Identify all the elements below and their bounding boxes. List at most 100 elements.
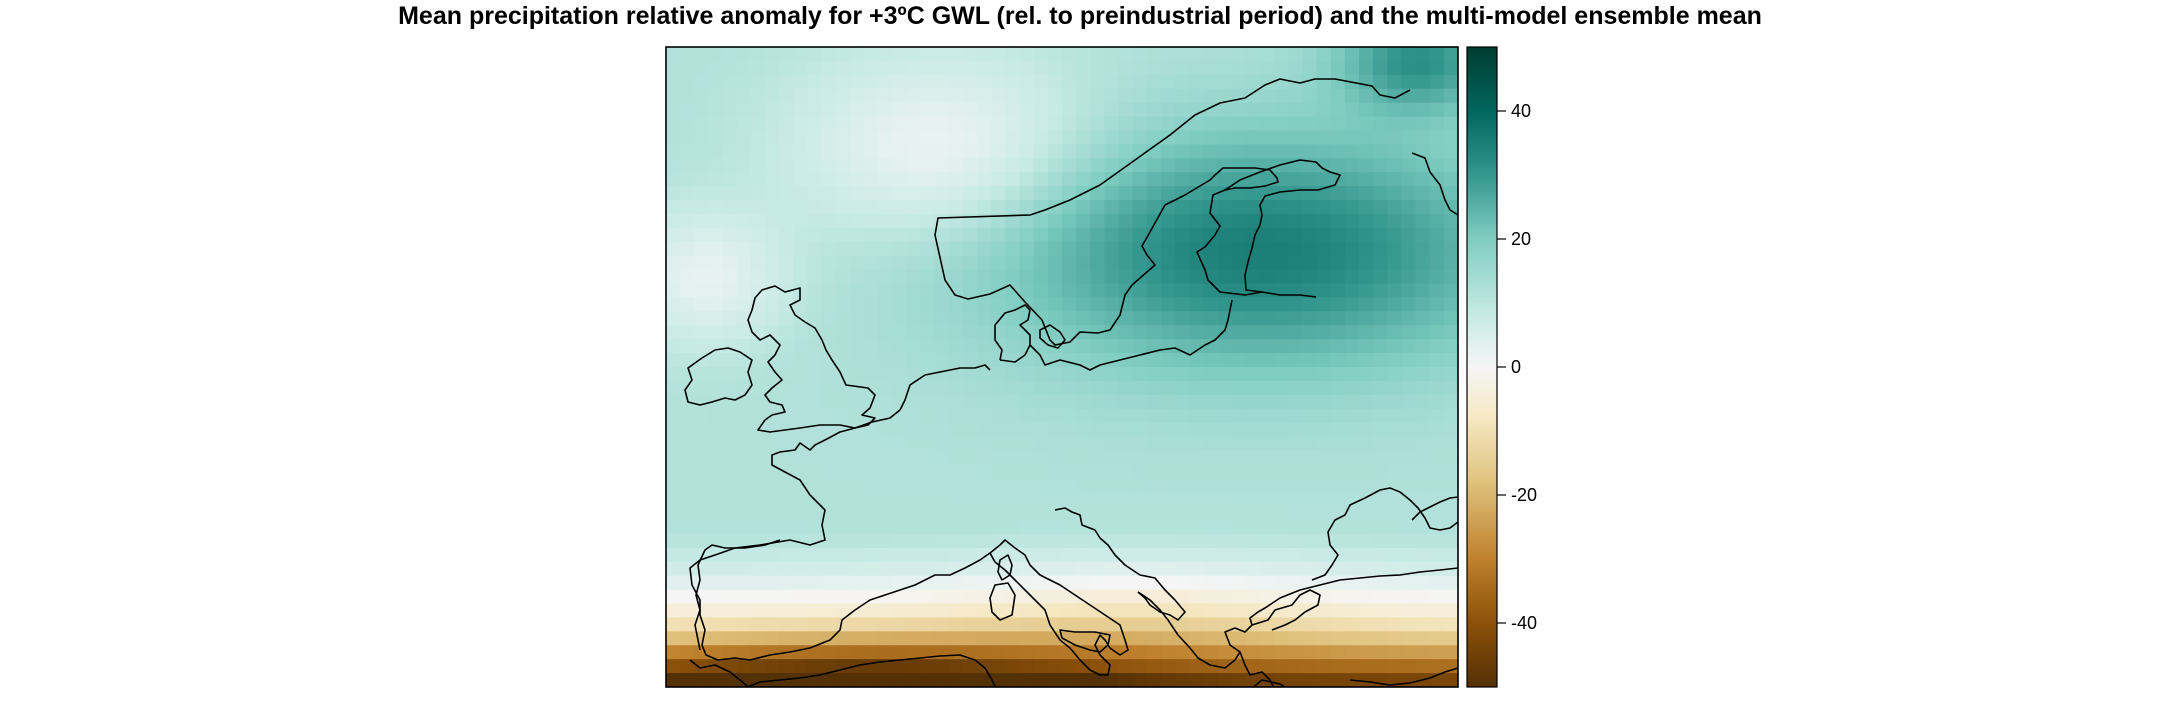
grid-cell [1175,464,1190,479]
grid-cell [1316,575,1332,591]
grid-cell [1330,102,1346,118]
grid-cell [807,659,823,674]
grid-cell [1443,269,1458,285]
grid-cell [1316,325,1332,340]
grid-cell [1330,367,1346,382]
grid-cell [1104,533,1120,549]
grid-cell [1231,408,1247,424]
grid-cell [793,673,809,687]
grid-cell [1316,255,1332,271]
grid-cell [948,213,964,229]
grid-cell [864,533,879,549]
grid-cell [1161,492,1176,507]
grid-cell [1161,631,1176,646]
grid-cell [963,130,978,145]
grid-cell [906,408,922,424]
grid-cell [1245,158,1261,173]
grid-cell [807,394,823,410]
grid-cell [1359,158,1374,173]
grid-cell [1189,631,1205,646]
grid-cell [722,283,738,299]
grid-cell [1401,422,1417,438]
grid-cell [1401,533,1417,549]
grid-cell [750,659,766,674]
grid-cell [821,673,837,687]
grid-cell [1033,673,1049,687]
grid-cell [1231,561,1247,577]
grid-cell [1387,88,1403,104]
grid-cell [1090,158,1106,173]
grid-cell [878,47,893,62]
grid-cell [1033,172,1049,187]
grid-cell [1175,380,1190,396]
grid-cell [1373,116,1388,132]
grid-cell [1175,450,1190,465]
grid-cell [1274,144,1289,159]
grid-cell [1047,88,1063,104]
grid-cell [1104,269,1120,285]
grid-cell [977,408,992,424]
grid-cell [1161,47,1176,62]
grid-cell [1104,74,1120,90]
grid-cell [736,47,752,62]
grid-cell [1104,200,1120,215]
grid-cell [750,47,766,62]
grid-cell [1175,659,1190,674]
grid-cell [1245,631,1261,646]
grid-cell [1189,269,1205,285]
grid-cell [680,478,695,493]
grid-cell [892,520,908,535]
grid-cell [1288,60,1304,76]
grid-cell [1019,450,1035,465]
grid-cell [1260,88,1275,104]
grid-cell [680,200,695,215]
grid-cell [1118,645,1134,660]
grid-cell [920,492,936,507]
grid-cell [991,631,1007,646]
grid-cell [864,603,879,619]
grid-cell [1005,186,1021,201]
grid-cell [736,297,752,312]
grid-cell [680,617,695,632]
grid-cell [948,172,964,187]
grid-cell [892,575,908,591]
grid-cell [1373,186,1388,201]
grid-cell [920,673,936,687]
grid-cell [1274,116,1289,132]
grid-cell [807,645,823,660]
grid-cell [807,380,823,396]
grid-cell [991,617,1007,632]
grid-cell [1373,255,1388,271]
grid-cell [906,227,922,243]
grid-cell [1245,297,1261,312]
grid-cell [1019,631,1035,646]
grid-cell [765,506,780,521]
grid-cell [1330,422,1346,438]
grid-cell [1359,283,1374,299]
grid-cell [821,74,837,90]
grid-cell [1415,74,1431,90]
grid-cell [1415,589,1431,605]
grid-cell [1429,158,1445,173]
grid-cell [1316,241,1332,257]
grid-cell [1316,47,1332,62]
grid-cell [892,603,908,619]
grid-cell [1443,673,1458,687]
grid-cell [1005,561,1021,577]
grid-cell [1005,325,1021,340]
grid-cell [821,645,837,660]
grid-cell [1189,116,1205,132]
grid-cell [835,186,851,201]
grid-cell [1344,88,1360,104]
grid-cell [680,561,695,577]
grid-cell [1373,673,1388,687]
grid-cell [1288,492,1304,507]
grid-cell [878,575,893,591]
grid-cell [1373,60,1388,76]
grid-cell [991,380,1007,396]
grid-cell [1019,116,1035,132]
grid-cell [920,116,936,132]
grid-cell [934,603,950,619]
grid-cell [835,158,851,173]
grid-cell [1090,617,1106,632]
